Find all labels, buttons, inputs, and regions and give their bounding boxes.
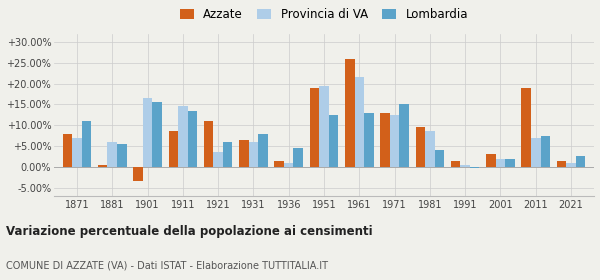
Bar bbox=[214, 152, 223, 167]
Bar bbox=[355, 77, 364, 167]
Bar bbox=[460, 165, 470, 167]
Bar bbox=[425, 131, 434, 167]
Text: COMUNE DI AZZATE (VA) - Dati ISTAT - Elaborazione TUTTITALIA.IT: COMUNE DI AZZATE (VA) - Dati ISTAT - Ela… bbox=[6, 261, 328, 271]
Bar bbox=[178, 106, 188, 167]
Bar bbox=[329, 115, 338, 167]
Legend: Azzate, Provincia di VA, Lombardia: Azzate, Provincia di VA, Lombardia bbox=[180, 8, 468, 21]
Bar bbox=[505, 158, 515, 167]
Bar bbox=[364, 113, 374, 167]
Bar bbox=[169, 131, 178, 167]
Bar bbox=[107, 142, 117, 167]
Bar bbox=[531, 138, 541, 167]
Bar bbox=[188, 111, 197, 167]
Bar bbox=[380, 113, 390, 167]
Bar bbox=[152, 102, 162, 167]
Bar bbox=[557, 161, 566, 167]
Bar bbox=[319, 86, 329, 167]
Bar bbox=[258, 134, 268, 167]
Bar bbox=[576, 157, 586, 167]
Bar bbox=[82, 121, 91, 167]
Bar bbox=[521, 88, 531, 167]
Bar bbox=[400, 104, 409, 167]
Bar bbox=[451, 161, 460, 167]
Bar bbox=[239, 140, 248, 167]
Bar bbox=[541, 136, 550, 167]
Bar bbox=[98, 165, 107, 167]
Bar bbox=[223, 142, 232, 167]
Bar bbox=[204, 121, 214, 167]
Bar bbox=[486, 154, 496, 167]
Bar bbox=[117, 144, 127, 167]
Bar bbox=[390, 115, 400, 167]
Bar bbox=[416, 127, 425, 167]
Bar bbox=[248, 142, 258, 167]
Bar bbox=[566, 163, 576, 167]
Bar bbox=[274, 161, 284, 167]
Bar bbox=[284, 163, 293, 167]
Bar bbox=[293, 148, 303, 167]
Bar bbox=[72, 138, 82, 167]
Bar bbox=[133, 167, 143, 181]
Text: Variazione percentuale della popolazione ai censimenti: Variazione percentuale della popolazione… bbox=[6, 225, 373, 238]
Bar bbox=[143, 98, 152, 167]
Bar bbox=[496, 158, 505, 167]
Bar bbox=[310, 88, 319, 167]
Bar bbox=[345, 59, 355, 167]
Bar bbox=[470, 167, 479, 168]
Bar bbox=[62, 134, 72, 167]
Bar bbox=[434, 150, 444, 167]
